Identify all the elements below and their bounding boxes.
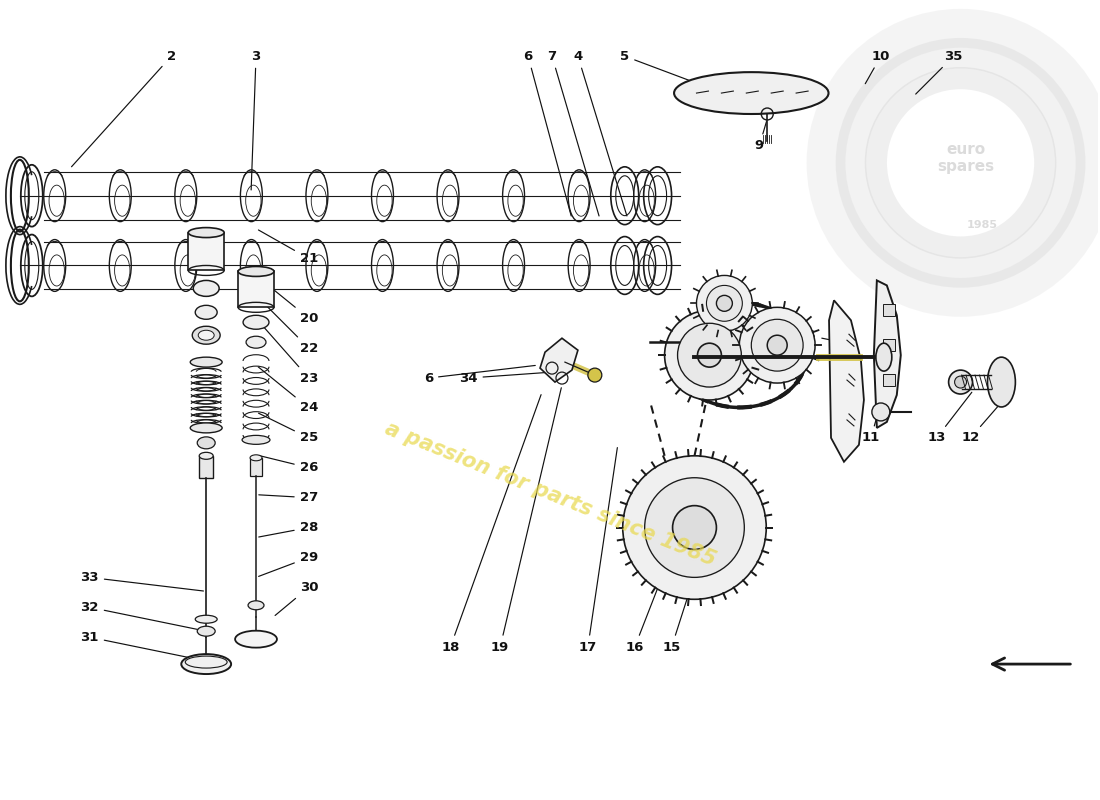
Bar	[883, 374, 894, 386]
Text: 26: 26	[258, 455, 318, 474]
Ellipse shape	[190, 423, 222, 433]
Text: 16: 16	[626, 514, 686, 654]
Circle shape	[872, 403, 890, 421]
Bar	[199, 456, 213, 478]
Text: 10: 10	[866, 50, 890, 84]
Text: 31: 31	[80, 630, 204, 661]
Text: 33: 33	[80, 571, 204, 591]
Text: euro
spares: euro spares	[937, 142, 994, 174]
Text: 28: 28	[258, 521, 318, 537]
Text: 30: 30	[275, 581, 318, 615]
Text: 32: 32	[80, 601, 204, 630]
Ellipse shape	[197, 437, 216, 449]
Ellipse shape	[238, 266, 274, 277]
Text: 35: 35	[915, 50, 962, 94]
Text: 12: 12	[961, 394, 1009, 444]
Text: 19: 19	[491, 388, 561, 654]
Circle shape	[672, 506, 716, 550]
Text: 34: 34	[459, 371, 549, 385]
Bar	[238, 271, 274, 307]
Circle shape	[948, 370, 972, 394]
Polygon shape	[829, 300, 864, 462]
Circle shape	[697, 343, 722, 367]
Text: 5: 5	[620, 50, 741, 100]
Ellipse shape	[195, 306, 217, 319]
Text: 7: 7	[548, 50, 600, 216]
Text: 11: 11	[861, 378, 888, 444]
Text: 25: 25	[258, 413, 318, 444]
Circle shape	[587, 368, 602, 382]
Ellipse shape	[197, 626, 216, 636]
Ellipse shape	[195, 615, 217, 623]
Bar	[883, 339, 894, 351]
Ellipse shape	[243, 315, 270, 330]
Bar	[883, 304, 894, 316]
Text: 24: 24	[258, 367, 318, 414]
Ellipse shape	[182, 654, 231, 674]
Circle shape	[739, 307, 815, 383]
Text: 13: 13	[927, 392, 971, 444]
Ellipse shape	[194, 281, 219, 296]
Ellipse shape	[188, 228, 224, 238]
Text: 6: 6	[524, 50, 571, 216]
Circle shape	[696, 275, 752, 331]
Text: 27: 27	[258, 491, 318, 504]
Text: 6: 6	[424, 366, 536, 385]
Circle shape	[623, 456, 767, 599]
Text: 15: 15	[662, 547, 704, 654]
Text: 4: 4	[573, 50, 627, 216]
Ellipse shape	[198, 330, 214, 340]
Text: 18: 18	[441, 394, 541, 654]
Circle shape	[955, 376, 967, 388]
Ellipse shape	[199, 452, 213, 459]
Text: 21: 21	[258, 230, 318, 265]
Ellipse shape	[242, 435, 270, 444]
Text: 29: 29	[258, 551, 318, 577]
Ellipse shape	[988, 357, 1015, 407]
Text: 23: 23	[257, 320, 318, 385]
Bar	[250, 458, 262, 476]
Circle shape	[645, 478, 745, 578]
Ellipse shape	[250, 455, 262, 461]
Text: 14: 14	[798, 329, 855, 345]
Circle shape	[751, 319, 803, 371]
Circle shape	[767, 335, 788, 355]
Circle shape	[664, 310, 755, 400]
Ellipse shape	[246, 336, 266, 348]
Polygon shape	[540, 338, 578, 382]
Circle shape	[706, 286, 743, 322]
Ellipse shape	[249, 601, 264, 610]
Ellipse shape	[235, 630, 277, 648]
Ellipse shape	[674, 72, 828, 114]
Ellipse shape	[190, 357, 222, 367]
Text: 17: 17	[579, 447, 617, 654]
Polygon shape	[873, 281, 901, 428]
Text: 1985: 1985	[967, 220, 998, 230]
Bar	[188, 233, 224, 270]
Text: 9: 9	[755, 122, 767, 152]
Ellipse shape	[192, 326, 220, 344]
Ellipse shape	[876, 343, 892, 371]
Text: 3: 3	[251, 50, 261, 190]
Text: 2: 2	[72, 50, 176, 166]
Text: a passion for parts since 1985: a passion for parts since 1985	[382, 419, 718, 570]
Circle shape	[678, 323, 741, 387]
Text: 22: 22	[258, 298, 318, 354]
Text: 20: 20	[258, 277, 318, 325]
Circle shape	[716, 295, 733, 311]
